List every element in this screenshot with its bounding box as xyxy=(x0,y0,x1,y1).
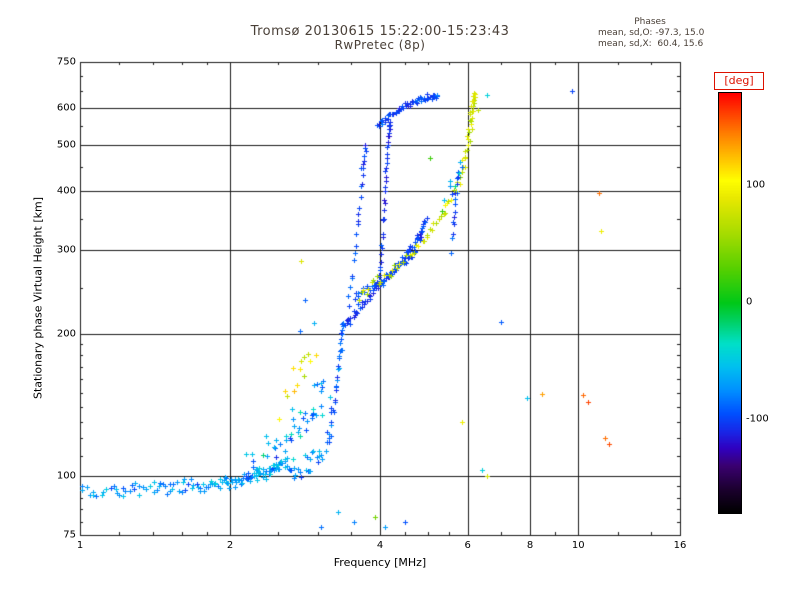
colorbar-tick-label: -100 xyxy=(746,413,769,425)
y-tick-label: 75 xyxy=(63,529,76,541)
x-tick-label: 6 xyxy=(464,540,471,551)
colorbar-tick-label: 100 xyxy=(746,179,766,191)
x-tick-label: 8 xyxy=(526,540,534,551)
y-tick-label: 400 xyxy=(56,185,76,197)
y-axis-label: Stationary phase Virtual Height [km] xyxy=(31,196,45,400)
plot-title: Tromsø 20130615 15:22:00-15:23:43 xyxy=(250,24,510,39)
y-tick-label: 500 xyxy=(56,139,76,151)
x-tick-label: 2 xyxy=(226,540,234,551)
x-tick-label: 16 xyxy=(673,540,687,551)
phase-stats-header: Phases xyxy=(634,17,666,27)
y-tick-label: 100 xyxy=(56,470,76,482)
y-tick-label: 750 xyxy=(56,56,76,68)
colorbar-unit-label: [deg] xyxy=(714,72,764,90)
x-axis-label: Frequency [MHz] xyxy=(333,556,427,569)
x-tick-label: 4 xyxy=(376,540,384,551)
phase-stats: Phases mean, sd,O: -97.3, 15.0 mean, sd,… xyxy=(598,17,705,49)
phase-stats-x-mode: mean, sd,X: 60.4, 15.6 xyxy=(598,38,704,49)
y-tick-label: 200 xyxy=(56,328,76,340)
phase-stats-o-mode: mean, sd,O: -97.3, 15.0 xyxy=(598,27,705,38)
colorbar xyxy=(718,92,742,514)
x-tick-label: 1 xyxy=(76,540,84,551)
plot-subtitle: RwPretec (8p) xyxy=(334,38,426,52)
x-tick-label: 10 xyxy=(571,540,585,551)
y-tick-label: 600 xyxy=(56,102,76,114)
y-tick-label: 300 xyxy=(56,244,76,256)
colorbar-tick-label: 0 xyxy=(746,296,753,308)
